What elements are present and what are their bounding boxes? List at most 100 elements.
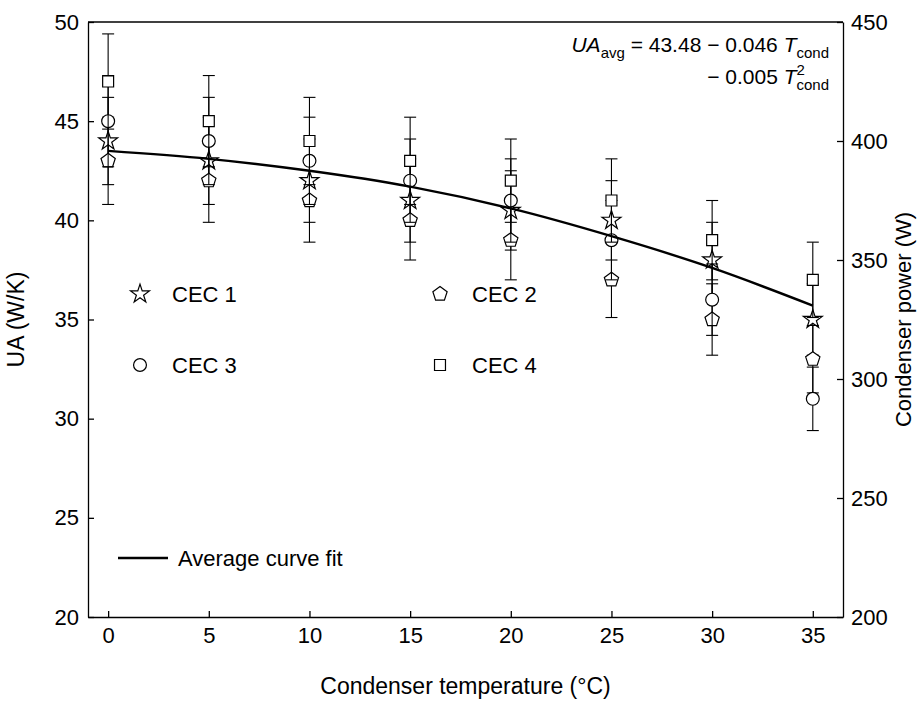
y2-axis-line: [843, 23, 844, 618]
legend-marker: [433, 287, 447, 301]
x-axis-title: Condenser temperature (°C): [320, 673, 610, 699]
tick-label: 20: [55, 605, 79, 630]
tick-label: 250: [851, 486, 888, 511]
error-cap: [605, 242, 617, 243]
tick-label: 30: [700, 623, 724, 648]
chart-svg: 0510152025303520253035404550200250300350…: [0, 0, 923, 706]
error-cap: [706, 279, 718, 280]
marker: [706, 293, 719, 306]
tick: 5: [203, 611, 215, 648]
error-cap: [203, 222, 215, 223]
tick: 30: [55, 406, 94, 431]
tick-mark: [511, 611, 512, 617]
marker: [103, 76, 114, 87]
y-axis: 20253035404550: [55, 10, 94, 630]
error-cap: [203, 184, 215, 185]
legend-marker: [435, 360, 446, 371]
tick-mark: [88, 220, 94, 221]
tick-label: 5: [203, 623, 215, 648]
error-cap: [102, 33, 114, 34]
series-2: [102, 76, 820, 431]
error-bar: [807, 242, 819, 317]
tick-label: 200: [851, 605, 888, 630]
error-cap: [605, 317, 617, 318]
error-cap: [605, 158, 617, 159]
x-axis: 05101520253035: [89, 611, 844, 648]
legend-item: CEC 3: [134, 353, 237, 378]
error-cap: [102, 204, 114, 205]
equation-part: cond: [796, 76, 829, 93]
error-cap: [706, 355, 718, 356]
error-cap: [505, 242, 517, 243]
error-cap: [404, 204, 416, 205]
tick-label: 35: [801, 623, 825, 648]
frame-top: [88, 21, 843, 22]
error-cap: [807, 317, 819, 318]
error-bar: [807, 367, 819, 430]
legend-item: CEC 2: [433, 282, 537, 307]
tick-mark: [410, 611, 411, 617]
marker: [606, 195, 617, 206]
y-axis-title: UA (W/K): [3, 272, 29, 368]
tick: 20: [499, 611, 523, 648]
tick-mark: [88, 319, 94, 320]
marker: [806, 352, 820, 366]
tick: 35: [55, 307, 94, 332]
y2-axis: 200250300350400450: [837, 10, 888, 630]
error-cap: [807, 325, 819, 326]
marker: [304, 136, 315, 147]
error-cap: [706, 200, 718, 201]
error-cap: [404, 222, 416, 223]
tick-label: 10: [298, 623, 322, 648]
legend-label: CEC 1: [172, 282, 237, 307]
error-cap: [605, 242, 617, 243]
tick-mark: [813, 611, 814, 617]
legend-item: CEC 4: [435, 353, 537, 378]
error-cap: [102, 166, 114, 167]
legend-marker: [134, 359, 147, 372]
annotation: UAavg = 43.48 − 0.046 Tcond− 0.005 T2con…: [571, 33, 829, 93]
tick-mark: [611, 611, 612, 617]
tick: 25: [55, 505, 94, 530]
error-bar: [605, 159, 617, 242]
series-3: [102, 34, 819, 318]
tick-label: 20: [499, 623, 523, 648]
series-1: [101, 117, 820, 393]
legend-item: Average curve fit: [118, 546, 343, 571]
tick-label: 25: [55, 505, 79, 530]
tick: 15: [398, 611, 422, 648]
legend-marker: [131, 284, 150, 302]
error-cap: [404, 117, 416, 118]
marker: [806, 392, 819, 405]
error-cap: [505, 138, 517, 139]
tick-label: 15: [398, 623, 422, 648]
error-cap: [203, 75, 215, 76]
error-cap: [807, 242, 819, 243]
tick: 35: [801, 611, 825, 648]
tick: 25: [600, 611, 624, 648]
tick-mark: [88, 121, 94, 122]
equation-part: − 0.005: [707, 65, 783, 88]
plot-area: [99, 34, 822, 431]
legend-label: CEC 4: [472, 353, 537, 378]
tick: 250: [837, 486, 888, 511]
legend-label: CEC 2: [472, 282, 537, 307]
error-cap: [706, 335, 718, 336]
error-cap: [102, 129, 114, 130]
equation-part: = 43.48 − 0.046: [625, 33, 784, 56]
series-0: [99, 97, 822, 355]
tick-mark: [309, 611, 310, 617]
error-bar: [102, 34, 114, 129]
tick: 45: [55, 109, 94, 134]
tick-label: 300: [851, 367, 888, 392]
error-cap: [303, 204, 315, 205]
tick-label: 450: [851, 10, 888, 35]
tick-mark: [108, 611, 109, 617]
tick-mark: [88, 419, 94, 420]
x-axis-line: [89, 617, 844, 618]
equation-part: UA: [571, 33, 600, 56]
tick-label: 45: [55, 109, 79, 134]
error-cap: [404, 259, 416, 260]
error-cap: [203, 166, 215, 167]
tick-mark: [712, 611, 713, 617]
